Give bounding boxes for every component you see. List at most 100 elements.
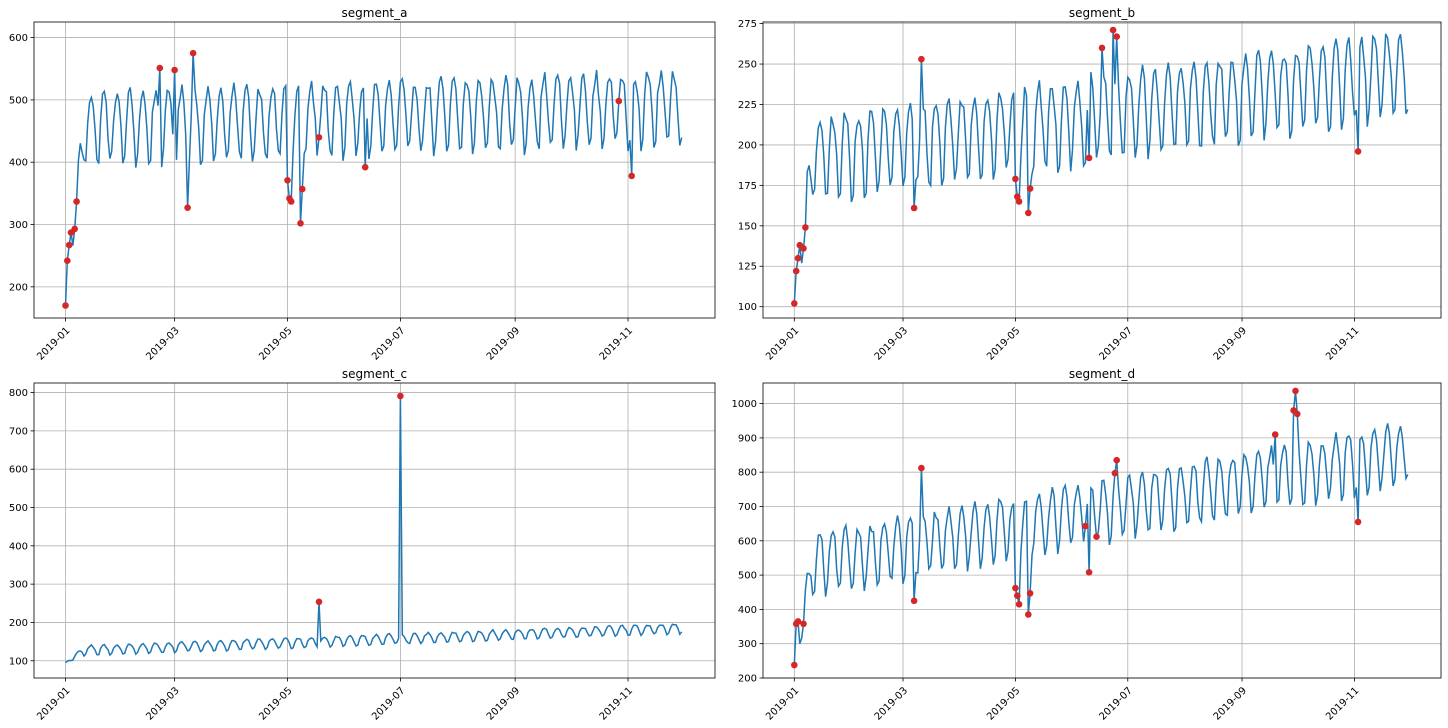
y-tick-label: 300 <box>9 220 28 231</box>
y-tick-label: 500 <box>9 503 28 514</box>
x-tick-label: 2019-03 <box>144 685 181 722</box>
x-tick-label: 2019-03 <box>873 685 910 722</box>
anomaly-point <box>297 220 304 227</box>
y-tick-label: 300 <box>738 639 757 650</box>
y-tick-label: 700 <box>9 426 28 437</box>
y-tick-label: 225 <box>738 100 757 111</box>
anomaly-point <box>1012 175 1019 183</box>
anomaly-point <box>397 392 404 400</box>
anomaly-point <box>800 620 807 628</box>
anomaly-point <box>1292 387 1299 395</box>
anomaly-point <box>918 55 925 63</box>
x-tick-label: 2019-05 <box>985 685 1022 722</box>
x-tick-label: 2019-11 <box>1324 685 1361 722</box>
x-tick-label: 2019-03 <box>144 325 181 362</box>
x-tick-label: 2019-01 <box>35 325 72 362</box>
y-tick-label: 800 <box>9 388 28 399</box>
x-tick-label: 2019-09 <box>485 685 522 722</box>
x-tick-label: 2019-03 <box>873 325 910 362</box>
subplot-title: segment_b <box>1069 6 1135 20</box>
anomaly-point <box>1026 185 1034 192</box>
anomaly-point <box>628 172 635 180</box>
x-tick-label: 2019-11 <box>598 325 635 362</box>
anomaly-point <box>1025 611 1032 618</box>
y-tick-label: 125 <box>738 262 757 273</box>
x-tick-label: 2019-05 <box>257 325 294 362</box>
anomaly-point <box>315 598 323 606</box>
anomaly-point <box>1294 410 1301 418</box>
axes-frame <box>33 382 716 679</box>
y-tick-label: 200 <box>9 618 28 629</box>
anomaly-point <box>910 204 918 212</box>
y-tick-label: 275 <box>738 19 757 30</box>
y-tick-label: 250 <box>738 60 757 71</box>
anomaly-point <box>794 618 802 625</box>
anomaly-point <box>802 224 809 231</box>
anomaly-point <box>910 597 918 605</box>
y-tick-label: 400 <box>738 605 757 616</box>
anomaly-point <box>1012 584 1019 592</box>
x-tick-label: 2019-09 <box>485 325 522 362</box>
y-tick-label: 300 <box>9 580 28 591</box>
anomaly-point <box>794 254 802 262</box>
series-line <box>793 390 1409 666</box>
y-tick-label: 600 <box>738 536 757 547</box>
series-line <box>65 395 683 664</box>
series-line <box>64 53 683 306</box>
y-tick-label: 600 <box>9 465 28 476</box>
subplot-title: segment_a <box>342 6 408 20</box>
anomaly-point <box>1354 148 1362 155</box>
x-tick-label: 2019-09 <box>1212 685 1249 722</box>
subplot-title: segment_c <box>342 367 407 381</box>
anomaly-point <box>1082 522 1089 530</box>
y-tick-label: 100 <box>738 302 757 313</box>
anomaly-point <box>791 661 798 669</box>
anomaly-point <box>284 177 291 184</box>
y-tick-label: 100 <box>9 656 28 667</box>
x-tick-label: 2019-07 <box>1098 325 1135 362</box>
anomaly-point <box>1015 601 1023 608</box>
y-tick-label: 200 <box>9 282 28 293</box>
x-tick-label: 2019-11 <box>598 685 635 722</box>
y-tick-label: 500 <box>9 95 28 106</box>
anomaly-point <box>184 204 191 211</box>
anomaly-point <box>315 134 323 141</box>
x-tick-label: 2019-07 <box>1098 685 1135 722</box>
x-tick-label: 2019-07 <box>370 325 407 362</box>
y-tick-label: 900 <box>738 433 757 444</box>
y-tick-label: 400 <box>9 541 28 552</box>
y-tick-label: 800 <box>738 468 757 479</box>
anomaly-point <box>65 241 73 249</box>
anomaly-point <box>918 464 925 472</box>
y-tick-label: 200 <box>738 140 757 151</box>
anomaly-point <box>1098 44 1106 52</box>
y-tick-label: 400 <box>9 158 28 169</box>
x-tick-label: 2019-11 <box>1324 325 1361 362</box>
subplot-segment_c: segment_c 100 200 300 400 500 600 700 800 2019-01… <box>9 367 716 723</box>
anomaly-point <box>64 257 71 265</box>
subplot-segment_d: segment_d 200 300 400 500 600 700 800 900 1000 201… <box>732 367 1442 723</box>
anomaly-point <box>62 302 69 309</box>
anomaly-point <box>615 97 623 105</box>
x-tick-label: 2019-05 <box>257 685 294 722</box>
y-tick-label: 175 <box>738 181 757 192</box>
y-tick-label: 700 <box>738 502 757 513</box>
y-tick-label: 600 <box>9 33 28 44</box>
x-tick-label: 2019-09 <box>1212 325 1249 362</box>
anomaly-point <box>1085 154 1093 162</box>
anomaly-point <box>1113 456 1120 464</box>
anomaly-point <box>156 64 164 72</box>
subplot-segment_a: segment_a 200 300 400 500 600 2019-01 2019-03 20… <box>9 6 716 363</box>
x-tick-label: 2019-07 <box>370 685 407 722</box>
x-tick-label: 2019-01 <box>35 685 72 722</box>
y-tick-label: 1000 <box>732 399 757 410</box>
anomaly-point <box>1025 209 1032 217</box>
anomaly-point <box>1026 590 1034 597</box>
anomaly-point <box>71 225 78 233</box>
anomaly-point <box>1113 33 1120 40</box>
y-tick-label: 200 <box>738 674 757 685</box>
anomaly-point <box>1111 469 1119 477</box>
anomaly-point <box>791 300 798 307</box>
anomaly-point <box>171 66 178 74</box>
